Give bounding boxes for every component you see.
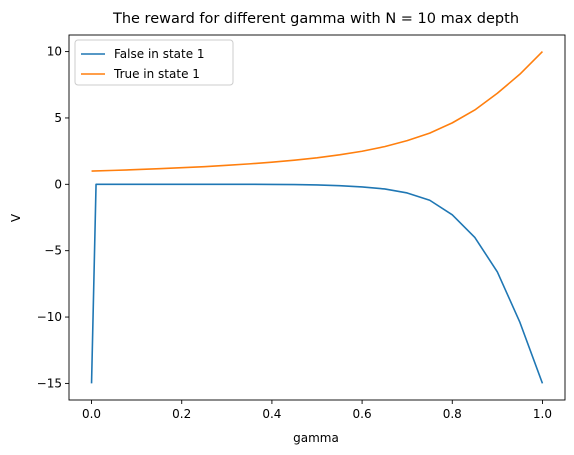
y-tick-label: −15 <box>37 376 62 390</box>
x-tick-label: 0.2 <box>172 407 191 421</box>
legend-label-2: True in state 1 <box>113 67 200 81</box>
x-tick-label: 0.0 <box>82 407 101 421</box>
plot-area <box>68 34 566 401</box>
y-axis-label: V <box>9 213 23 222</box>
legend-label-1: False in state 1 <box>114 47 205 61</box>
x-tick-label: 0.6 <box>353 407 372 421</box>
y-tick-label: 0 <box>54 177 62 191</box>
x-axis: 0.0 0.2 0.4 0.6 0.8 1.0 <box>82 400 552 421</box>
x-axis-label: gamma <box>293 431 339 445</box>
x-tick-label: 0.4 <box>262 407 281 421</box>
x-tick-label: 0.8 <box>443 407 462 421</box>
y-tick-label: 5 <box>54 111 62 125</box>
legend: False in state 1 True in state 1 <box>74 39 234 86</box>
legend-box <box>74 39 234 86</box>
chart-title: The reward for different gamma with N = … <box>112 11 519 27</box>
series-line-2 <box>91 51 544 172</box>
x-tick-label: 1.0 <box>533 407 552 421</box>
y-tick-label: −10 <box>37 310 62 324</box>
plot-frame <box>68 34 566 401</box>
y-tick-label: −5 <box>44 244 62 258</box>
y-tick-label: 10 <box>47 45 62 59</box>
series-line-1 <box>90 183 544 384</box>
y-axis: −15 −10 −5 0 5 10 <box>37 45 69 390</box>
